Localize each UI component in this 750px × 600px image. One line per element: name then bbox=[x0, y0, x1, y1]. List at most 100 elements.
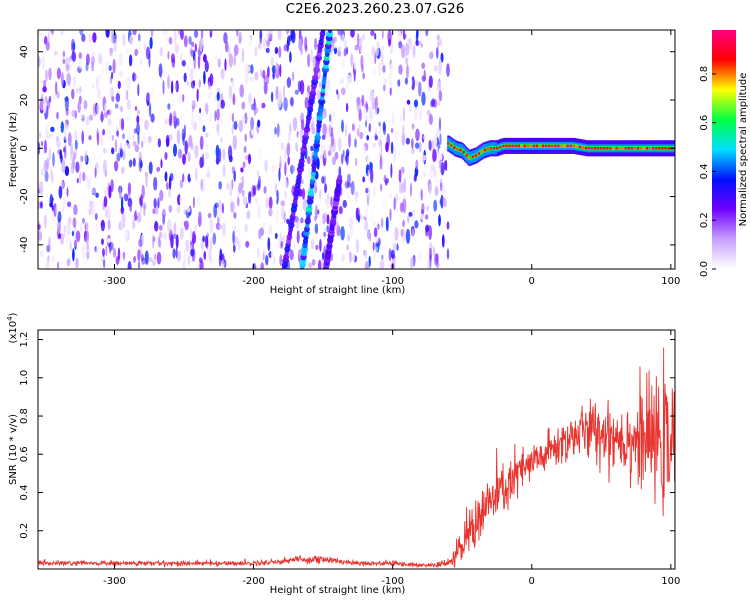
noise-speckle bbox=[209, 237, 213, 251]
noise-speckle bbox=[51, 213, 55, 221]
noise-speckle bbox=[414, 142, 420, 149]
noise-speckle bbox=[215, 156, 220, 165]
ridge-inner bbox=[635, 146, 638, 151]
noise-speckle bbox=[173, 143, 177, 157]
ridge-inner bbox=[494, 146, 497, 151]
noise-speckle bbox=[186, 206, 191, 213]
noise-speckle bbox=[123, 147, 126, 153]
noise-speckle bbox=[232, 93, 236, 106]
noise-speckle bbox=[350, 52, 354, 67]
noise-speckle bbox=[221, 259, 225, 269]
noise-speckle bbox=[88, 208, 92, 216]
noise-speckle bbox=[353, 68, 356, 82]
noise-speckle bbox=[187, 255, 191, 266]
line-y-tick-label: 0.6 bbox=[19, 446, 30, 462]
noise-speckle bbox=[91, 201, 96, 216]
noise-speckle bbox=[272, 71, 275, 80]
noise-speckle bbox=[389, 87, 392, 96]
noise-speckle bbox=[200, 35, 204, 47]
noise-speckle bbox=[238, 53, 243, 64]
noise-speckle bbox=[344, 155, 348, 162]
noise-speckle bbox=[59, 149, 62, 160]
ridge-core bbox=[517, 144, 520, 148]
noise-speckle bbox=[382, 122, 387, 136]
noise-speckle bbox=[167, 103, 171, 110]
noise-speckle bbox=[401, 44, 405, 59]
noise-speckle bbox=[44, 139, 47, 154]
ridge-core bbox=[621, 147, 624, 150]
noise-speckle bbox=[48, 236, 51, 250]
noise-speckle bbox=[275, 69, 278, 79]
noise-speckle bbox=[251, 126, 255, 136]
noise-speckle bbox=[432, 246, 436, 256]
noise-speckle bbox=[176, 204, 181, 214]
noise-speckle bbox=[127, 143, 131, 149]
noise-speckle bbox=[288, 130, 291, 143]
noise-speckle bbox=[141, 184, 145, 199]
heatmap-x-tick-label: -200 bbox=[242, 276, 265, 287]
noise-speckle bbox=[425, 30, 429, 37]
noise-speckle bbox=[149, 37, 153, 50]
noise-speckle bbox=[228, 110, 232, 119]
noise-speckle bbox=[120, 220, 124, 230]
noise-speckle bbox=[254, 46, 258, 57]
noise-speckle bbox=[137, 131, 140, 145]
noise-speckle bbox=[162, 30, 168, 35]
noise-speckle bbox=[199, 135, 204, 150]
noise-speckle bbox=[189, 170, 193, 179]
ridge-inner bbox=[482, 148, 485, 153]
noise-speckle bbox=[286, 142, 291, 157]
noise-speckle bbox=[278, 90, 283, 106]
ridge-core bbox=[566, 144, 569, 148]
ridge-core bbox=[548, 144, 551, 148]
ridge-inner bbox=[451, 144, 454, 149]
noise-speckle bbox=[61, 206, 65, 214]
noise-speckle bbox=[313, 100, 317, 116]
noise-speckle bbox=[112, 247, 117, 258]
noise-speckle bbox=[404, 77, 408, 85]
noise-speckle bbox=[283, 84, 286, 100]
noise-speckle bbox=[77, 101, 81, 113]
noise-speckle bbox=[160, 171, 164, 183]
noise-speckle bbox=[298, 30, 302, 41]
noise-speckle bbox=[232, 230, 235, 245]
noise-speckle bbox=[275, 61, 278, 73]
noise-speckle bbox=[119, 148, 124, 158]
noise-speckle bbox=[384, 198, 390, 209]
noise-speckle bbox=[57, 219, 61, 234]
noise-speckle bbox=[84, 84, 89, 90]
noise-speckle bbox=[264, 159, 268, 173]
line-x-axis-label: Height of straight line (km) bbox=[270, 585, 406, 596]
noise-speckle bbox=[280, 200, 286, 207]
noise-speckle bbox=[51, 255, 55, 263]
noise-speckle bbox=[399, 116, 402, 122]
ridge-core bbox=[557, 144, 560, 148]
noise-speckle bbox=[265, 47, 270, 54]
noise-speckle bbox=[390, 128, 394, 133]
noise-speckle bbox=[129, 35, 134, 45]
noise-speckle bbox=[350, 180, 355, 196]
noise-speckle bbox=[214, 110, 217, 122]
noise-speckle bbox=[220, 99, 225, 109]
noise-speckle bbox=[153, 176, 158, 191]
noise-speckle bbox=[446, 221, 450, 230]
noise-speckle bbox=[233, 244, 236, 253]
noise-speckle bbox=[107, 205, 111, 220]
noise-speckle bbox=[341, 253, 345, 262]
noise-speckle bbox=[300, 217, 304, 224]
noise-speckle bbox=[41, 141, 44, 147]
noise-speckle bbox=[105, 86, 110, 99]
noise-speckle bbox=[372, 66, 376, 76]
noise-speckle bbox=[79, 171, 82, 185]
ridge-inner bbox=[497, 145, 500, 150]
noise-speckle bbox=[433, 65, 438, 72]
noise-speckle bbox=[251, 103, 255, 111]
noise-speckle bbox=[161, 72, 166, 80]
noise-speckle bbox=[362, 106, 367, 122]
noise-speckle bbox=[167, 219, 172, 234]
ridge-core bbox=[661, 147, 664, 150]
ridge-inner bbox=[604, 146, 607, 151]
noise-speckle bbox=[397, 79, 401, 87]
noise-speckle bbox=[374, 135, 379, 141]
